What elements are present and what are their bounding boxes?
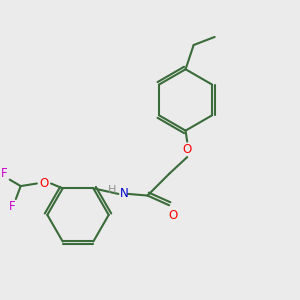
Text: F: F bbox=[1, 167, 7, 180]
Text: O: O bbox=[183, 143, 192, 156]
Text: O: O bbox=[39, 177, 49, 190]
Text: O: O bbox=[168, 209, 177, 222]
Text: F: F bbox=[9, 200, 16, 213]
Text: N: N bbox=[119, 188, 128, 200]
Text: H: H bbox=[108, 185, 116, 195]
